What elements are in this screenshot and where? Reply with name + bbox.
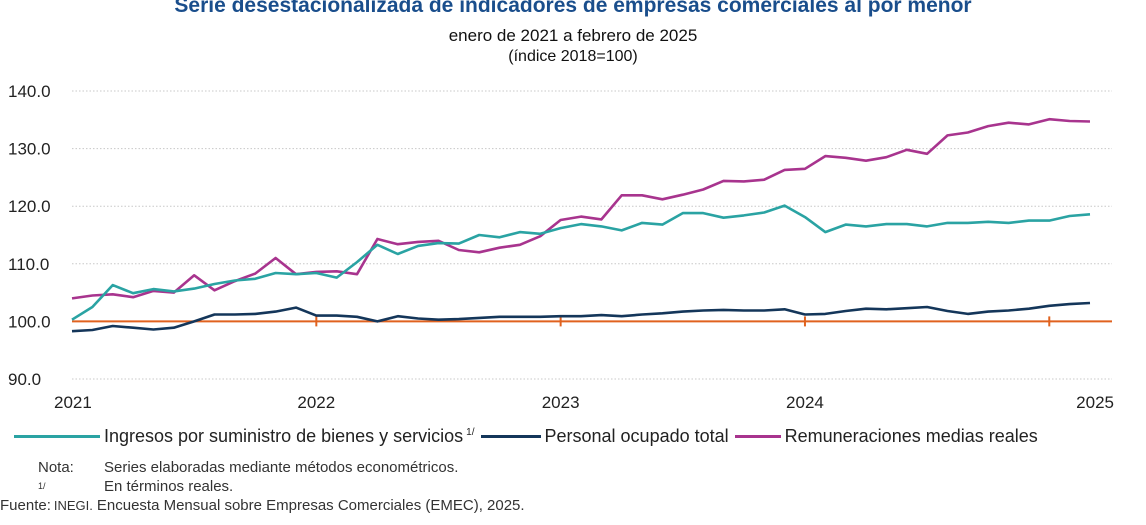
series-line-ingresos (71, 204, 1091, 321)
legend-swatch-remuneraciones (734, 434, 781, 438)
series-line-personal (71, 301, 1091, 333)
note-label: Nota: (38, 459, 74, 476)
chart-subtitle: enero de 2021 a febrero de 2025 (448, 26, 698, 45)
y-axis-ticks: 140.0 130.0 120.0 110.0 100.0 90.0 (8, 82, 51, 389)
footnote-row: 1/ En términos reales. (38, 477, 525, 496)
note-text: Series elaboradas mediante métodos econo… (104, 459, 459, 476)
x-tick-label: 2023 (542, 393, 580, 412)
y-tick-label: 120.0 (8, 197, 51, 216)
legend: Ingresos por suministro de bienes y serv… (14, 423, 1044, 449)
source-text: Encuesta Mensual sobre Empresas Comercia… (96, 497, 525, 514)
y-tick-label: 110.0 (8, 255, 49, 274)
legend-swatch-ingresos (14, 434, 100, 438)
y-tick-label: 100.0 (8, 312, 51, 331)
legend-item-personal: Personal ocupado total (480, 425, 729, 447)
legend-swatch-personal (480, 434, 541, 438)
footnote-label: 1/ (38, 481, 46, 491)
y-tick-label: 140.0 (8, 82, 51, 101)
legend-label-personal: Personal ocupado total (544, 425, 729, 446)
source-row: Fuente: INEGI. Encuesta Mensual sobre Em… (0, 496, 525, 515)
y-tick-label: 90.0 (8, 370, 41, 389)
x-axis: 2021 2022 2023 2024 2025 (54, 316, 1114, 412)
chart-title: Serie desestacionalizada de indicadores … (174, 0, 972, 17)
y-tick-label: 130.0 (8, 140, 51, 159)
x-tick-label: 2025 (1076, 393, 1114, 412)
x-tick-label: 2022 (297, 393, 335, 412)
source-prefix: INEGI. (53, 498, 93, 513)
series-line-remuneraciones (71, 117, 1091, 300)
chart-index-note: (índice 2018=100) (508, 48, 638, 65)
legend-label-remuneraciones: Remuneraciones medias reales (784, 425, 1038, 446)
source-label: Fuente: (0, 497, 51, 514)
legend-footnote-marker: 1/ (466, 426, 475, 438)
notes: Nota: Series elaboradas mediante métodos… (0, 458, 525, 515)
legend-item-ingresos: Ingresos por suministro de bienes y serv… (14, 426, 475, 447)
x-tick-label: 2024 (786, 393, 824, 412)
series-lines (71, 117, 1091, 333)
note-row: Nota: Series elaboradas mediante métodos… (38, 458, 525, 477)
legend-label-ingresos: Ingresos por suministro de bienes y serv… (104, 425, 464, 446)
x-tick-label: 2021 (54, 393, 92, 412)
footnote-text: En términos reales. (104, 478, 234, 495)
legend-item-remuneraciones: Remuneraciones medias reales (734, 425, 1038, 447)
